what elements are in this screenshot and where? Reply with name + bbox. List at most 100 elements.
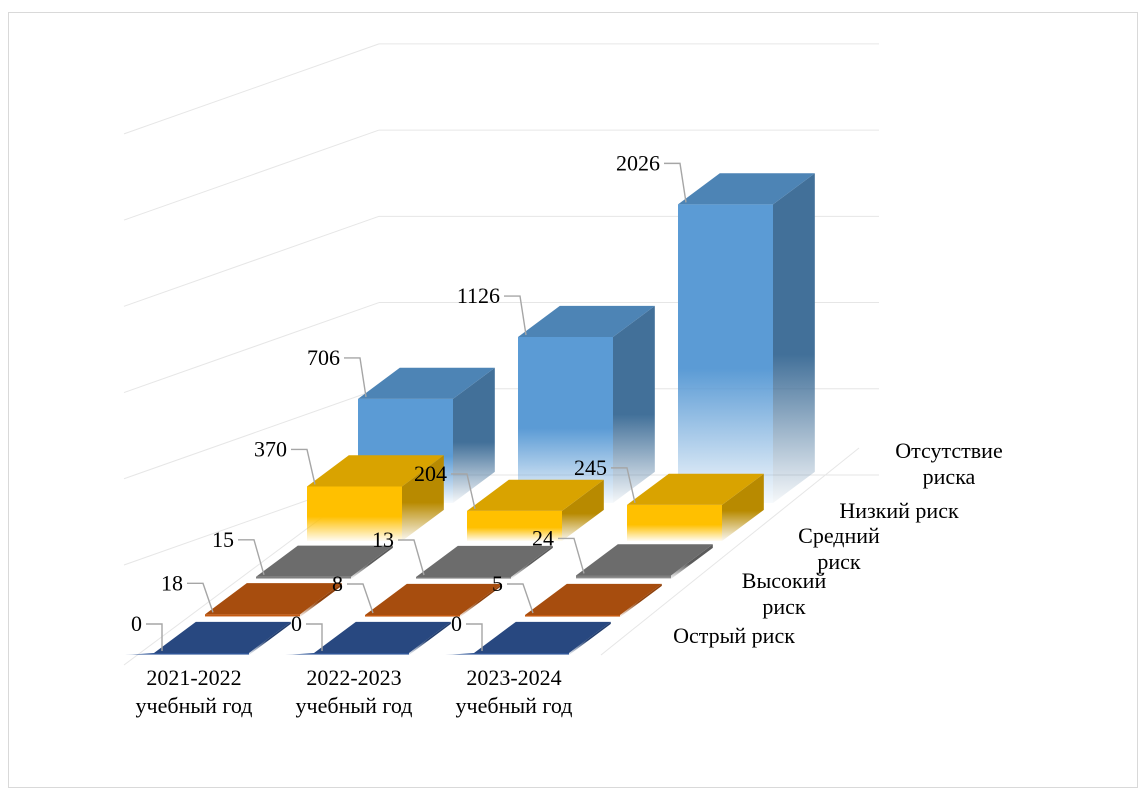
bar-top: [474, 621, 611, 653]
leader-line: [558, 537, 585, 574]
bar-top: [314, 621, 451, 653]
bar-front: [518, 337, 613, 503]
bar-4-2: [467, 479, 604, 541]
bar-5-3: [678, 173, 815, 504]
bar-side: [453, 367, 495, 503]
bar-side: [773, 173, 815, 504]
data-label: 0: [451, 611, 462, 636]
bar-top: [205, 583, 342, 615]
bar-top: [358, 367, 495, 399]
bar-3-2: [416, 545, 553, 579]
bar-side: [671, 544, 713, 579]
series-label: Низкий риск: [839, 498, 959, 523]
category-label: 2023-2024 учебный год: [456, 665, 573, 718]
category-labels: 2021-2022 учебный год 2022-2023 учебный год…: [136, 665, 573, 718]
bar-side: [460, 583, 502, 617]
bar-side: [569, 621, 611, 655]
bar-front: [467, 510, 562, 541]
data-label: 0: [131, 611, 142, 636]
bar-side: [511, 545, 553, 579]
bar-side: [249, 621, 291, 655]
leader-line: [507, 583, 534, 614]
data-label: 13: [372, 527, 394, 552]
data-label: 706: [307, 345, 340, 370]
bar-side: [402, 455, 444, 541]
bar-front: [525, 615, 620, 617]
bar-1-2: [285, 621, 451, 655]
category-label: 2021-2022 учебный год: [136, 665, 253, 718]
data-label: 370: [254, 436, 287, 461]
bar-1-1: [125, 621, 291, 655]
leader-line: [344, 357, 367, 398]
bar-top: [256, 545, 393, 577]
data-label: 24: [532, 525, 554, 550]
bar-side: [722, 473, 764, 541]
bar-side: [620, 583, 662, 617]
leader-line: [347, 583, 374, 614]
category-label: 2022-2023 учебный год: [296, 665, 413, 718]
bar-top: [307, 455, 444, 487]
leader-line: [664, 162, 687, 203]
data-label: 1126: [457, 283, 500, 308]
leader-line: [504, 295, 527, 336]
bar-front: [256, 576, 351, 579]
bar-4-3: [627, 473, 764, 541]
series-label: Высокий риск: [742, 568, 827, 619]
bar-top: [365, 583, 502, 615]
leader-line: [451, 473, 476, 510]
bar-front: [678, 204, 773, 503]
bar-side: [300, 583, 342, 617]
bars: [125, 173, 815, 655]
bar-top: [525, 583, 662, 615]
leader-line: [306, 623, 323, 651]
bar-top: [627, 473, 764, 505]
data-labels: 706 1126 2026 370 204 245 15 13 24 18 8 5 0 0 0: [131, 150, 687, 651]
bar-front: [285, 653, 409, 655]
chart-svg: 706 1126 2026 370 204 245 15 13 24 18 8 5 0 0 0 2021-2…: [123, 43, 1003, 718]
bar-top: [467, 479, 604, 511]
leader-line: [398, 539, 425, 576]
bar-front: [445, 653, 569, 655]
bar-3-3: [576, 544, 713, 579]
bar-top: [416, 545, 553, 577]
data-label: 18: [161, 570, 183, 595]
bar-front: [576, 575, 671, 579]
series-label: Средний риск: [798, 523, 880, 574]
chart-frame: 706 1126 2026 370 204 245 15 13 24 18 8 5 0 0 0 2021-2…: [8, 12, 1138, 788]
leader-line: [466, 623, 483, 651]
bar-3-1: [256, 545, 393, 579]
series-label: Отсутствие риска: [895, 438, 1002, 489]
series-label: Острый риск: [673, 623, 795, 648]
bar-side: [562, 479, 604, 541]
bar-top: [576, 544, 713, 576]
bar-2-3: [525, 583, 662, 617]
bar-top: [154, 621, 291, 653]
bar-5-2: [518, 305, 655, 503]
bar-front: [125, 653, 249, 655]
data-label: 5: [492, 571, 503, 596]
bar-front: [365, 615, 460, 617]
bar-front: [627, 504, 722, 541]
data-label: 8: [332, 571, 343, 596]
leader-line: [187, 582, 214, 613]
data-label: 2026: [616, 150, 660, 175]
bar-2-2: [365, 583, 502, 617]
bar-side: [409, 621, 451, 655]
data-label: 245: [574, 455, 607, 480]
bar-front: [416, 577, 511, 579]
bar-top: [678, 173, 815, 205]
bar-top: [518, 305, 655, 338]
bar-1-3: [445, 621, 611, 655]
data-label: 15: [212, 527, 234, 552]
leader-line: [611, 467, 636, 504]
data-label: 204: [414, 461, 447, 486]
leader-line: [146, 623, 163, 651]
bar-side: [613, 305, 655, 503]
bar-front: [205, 614, 300, 617]
bar-4-1: [307, 455, 444, 541]
leader-line: [238, 539, 265, 575]
bar-front: [307, 486, 402, 541]
data-label: 0: [291, 611, 302, 636]
bar-2-1: [205, 583, 342, 617]
